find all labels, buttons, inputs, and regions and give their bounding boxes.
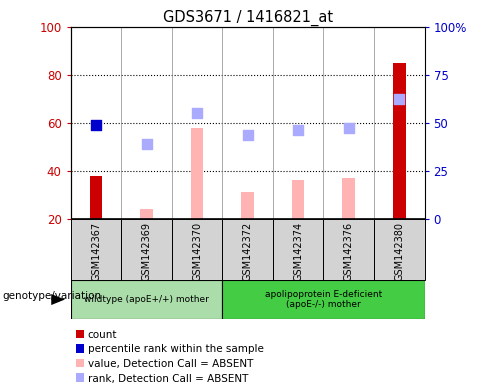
Bar <box>292 180 305 219</box>
Bar <box>343 178 355 219</box>
Bar <box>273 219 324 280</box>
Text: genotype/variation: genotype/variation <box>2 291 102 301</box>
Bar <box>90 176 102 219</box>
Text: GSM142380: GSM142380 <box>394 222 404 281</box>
Point <box>345 124 353 131</box>
Text: wildtype (apoE+/+) mother: wildtype (apoE+/+) mother <box>84 295 209 304</box>
Point <box>92 122 100 128</box>
Point <box>294 127 302 133</box>
Text: GSM142376: GSM142376 <box>344 222 354 281</box>
Text: GSM142370: GSM142370 <box>192 222 202 281</box>
Bar <box>242 192 254 219</box>
Bar <box>223 280 425 319</box>
Point <box>193 110 201 116</box>
Bar <box>374 219 425 280</box>
Bar <box>141 209 153 219</box>
Point <box>244 132 252 138</box>
Text: GSM142372: GSM142372 <box>243 222 253 281</box>
Bar <box>172 219 223 280</box>
Polygon shape <box>51 294 65 305</box>
Bar <box>324 219 374 280</box>
Text: count: count <box>88 330 117 340</box>
Bar <box>71 280 223 319</box>
Bar <box>122 219 172 280</box>
Text: GSM142367: GSM142367 <box>91 222 101 281</box>
Bar <box>223 219 273 280</box>
Text: rank, Detection Call = ABSENT: rank, Detection Call = ABSENT <box>88 374 248 384</box>
Text: GSM142369: GSM142369 <box>142 222 152 281</box>
Bar <box>393 63 406 219</box>
Title: GDS3671 / 1416821_at: GDS3671 / 1416821_at <box>163 9 333 25</box>
Text: GSM142374: GSM142374 <box>293 222 303 281</box>
Point <box>395 96 403 102</box>
Point <box>142 141 150 147</box>
Bar <box>191 127 203 219</box>
Text: percentile rank within the sample: percentile rank within the sample <box>88 344 264 354</box>
Text: apolipoprotein E-deficient
(apoE-/-) mother: apolipoprotein E-deficient (apoE-/-) mot… <box>265 290 382 309</box>
Bar <box>71 219 122 280</box>
Text: value, Detection Call = ABSENT: value, Detection Call = ABSENT <box>88 359 253 369</box>
